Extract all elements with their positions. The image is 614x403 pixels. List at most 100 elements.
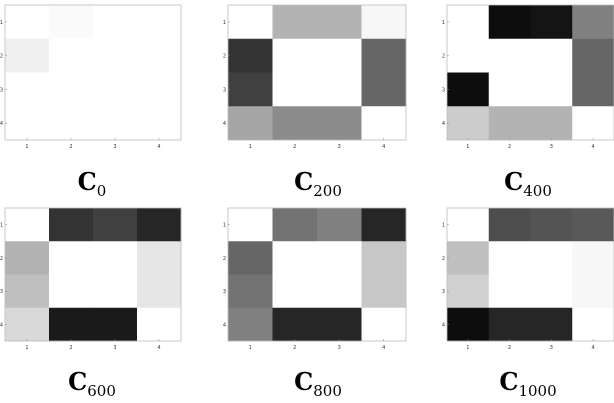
heatmap-cell xyxy=(530,38,573,73)
heatmap-panel: 1 2 3 4 1 2 3 4 C800 xyxy=(223,207,407,400)
heatmap-cell xyxy=(272,106,318,141)
heatmap-cell xyxy=(137,208,182,242)
heatmap-cell xyxy=(228,241,273,275)
heatmap-cell xyxy=(5,241,50,275)
x-tick-label: 3 xyxy=(338,345,341,351)
y-tick-label: 3 xyxy=(223,289,226,295)
heatmap-cell xyxy=(572,38,614,73)
heatmap-cell xyxy=(49,106,94,141)
heatmap-cell xyxy=(49,38,94,73)
heatmap-cell xyxy=(272,241,318,275)
heatmap-cell xyxy=(530,5,573,40)
heatmap-cell xyxy=(488,241,531,275)
heatmap-cell xyxy=(228,5,273,40)
heatmap-cell xyxy=(137,5,182,40)
axes-frame xyxy=(4,4,182,141)
heatmap-cell xyxy=(228,72,273,107)
caption-subscript: 0 xyxy=(97,182,107,200)
heatmap-cell xyxy=(317,274,362,309)
y-tick-label: 3 xyxy=(223,87,226,93)
heatmap-cell xyxy=(317,72,362,107)
x-tick-label: 3 xyxy=(113,144,116,150)
y-tick-label: 3 xyxy=(0,87,3,93)
caption-main: C xyxy=(68,367,87,396)
caption-main: C xyxy=(294,367,313,396)
x-tick-label: 1 xyxy=(25,144,28,150)
x-tick-label: 2 xyxy=(69,345,72,351)
y-tick-label: 3 xyxy=(442,87,445,93)
heatmap-cell xyxy=(5,38,50,73)
axes-frame xyxy=(227,4,407,141)
caption-subscript: 1000 xyxy=(518,382,556,400)
heatmap-cell xyxy=(488,274,531,309)
heatmap-cell xyxy=(488,307,531,342)
y-tick-label: 2 xyxy=(442,54,445,60)
panel-caption: C200 xyxy=(294,167,342,200)
heatmap-cell xyxy=(5,307,50,342)
caption-main: C xyxy=(294,167,313,196)
panel-caption: C800 xyxy=(294,367,342,400)
caption-main: C xyxy=(504,167,523,196)
heatmap-cell xyxy=(228,208,273,242)
axes-frame xyxy=(446,4,614,141)
heatmap-cell xyxy=(530,307,573,342)
heatmap-cell xyxy=(488,208,531,242)
heatmap-cell xyxy=(572,106,614,141)
heatmap-cell xyxy=(572,307,614,342)
heatmap-cell xyxy=(447,274,490,309)
heatmap-cell xyxy=(93,208,138,242)
y-tick-label: 2 xyxy=(0,54,3,60)
heatmap-cell xyxy=(5,5,50,40)
heatmap-cell xyxy=(272,208,318,242)
y-tick-label: 4 xyxy=(0,322,3,328)
heatmap-cell xyxy=(49,5,94,40)
heatmap-cell xyxy=(317,5,362,40)
heatmap-cell xyxy=(361,106,407,141)
y-tick-label: 1 xyxy=(0,20,3,26)
y-tick-label: 1 xyxy=(223,20,226,26)
heatmap-cell xyxy=(49,307,94,342)
y-tick-label: 4 xyxy=(223,322,226,328)
x-tick-label: 1 xyxy=(25,345,28,351)
x-tick-label: 2 xyxy=(508,144,511,150)
heatmap-cell xyxy=(361,274,407,309)
y-tick-label: 2 xyxy=(223,256,226,262)
heatmap-panel: 1 2 3 4 1 2 3 4 C0 xyxy=(0,4,182,200)
x-tick-label: 4 xyxy=(157,144,160,150)
heatmap-panel: 1 2 3 4 1 2 3 4 C200 xyxy=(223,4,407,200)
x-tick-label: 1 xyxy=(249,144,252,150)
heatmap-cell xyxy=(530,106,573,141)
heatmap-cell xyxy=(488,106,531,141)
y-tick-label: 4 xyxy=(442,322,445,328)
panel-caption: C600 xyxy=(68,367,116,400)
heatmap-cell xyxy=(93,38,138,73)
heatmap-cell xyxy=(530,208,573,242)
heatmap-cell xyxy=(361,72,407,107)
x-tick-label: 3 xyxy=(338,144,341,150)
axes-frame xyxy=(227,207,407,342)
y-tick-label: 2 xyxy=(223,54,226,60)
heatmap-cell xyxy=(317,241,362,275)
heatmap-cell xyxy=(228,38,273,73)
x-tick-label: 4 xyxy=(592,144,595,150)
y-tick-label: 4 xyxy=(0,121,3,127)
x-tick-label: 1 xyxy=(466,144,469,150)
panel-caption: C0 xyxy=(78,167,107,200)
heatmap-cell xyxy=(572,274,614,309)
y-tick-label: 4 xyxy=(223,121,226,127)
heatmap-panel: 1 2 3 4 1 2 3 4 C1000 xyxy=(442,207,614,400)
y-tick-label: 1 xyxy=(0,223,3,229)
heatmap-panel: 1 2 3 4 1 2 3 4 C400 xyxy=(442,4,614,200)
heatmap-cell xyxy=(137,241,182,275)
heatmap-cell xyxy=(93,241,138,275)
x-tick-label: 2 xyxy=(293,345,296,351)
heatmap-cell xyxy=(361,5,407,40)
y-tick-label: 1 xyxy=(223,223,226,229)
heatmap-cell xyxy=(93,106,138,141)
heatmap-cell xyxy=(530,274,573,309)
heatmap-cell xyxy=(93,274,138,309)
heatmap-cell xyxy=(572,72,614,107)
caption-main: C xyxy=(499,367,518,396)
heatmap-cell xyxy=(361,241,407,275)
x-tick-label: 1 xyxy=(466,345,469,351)
